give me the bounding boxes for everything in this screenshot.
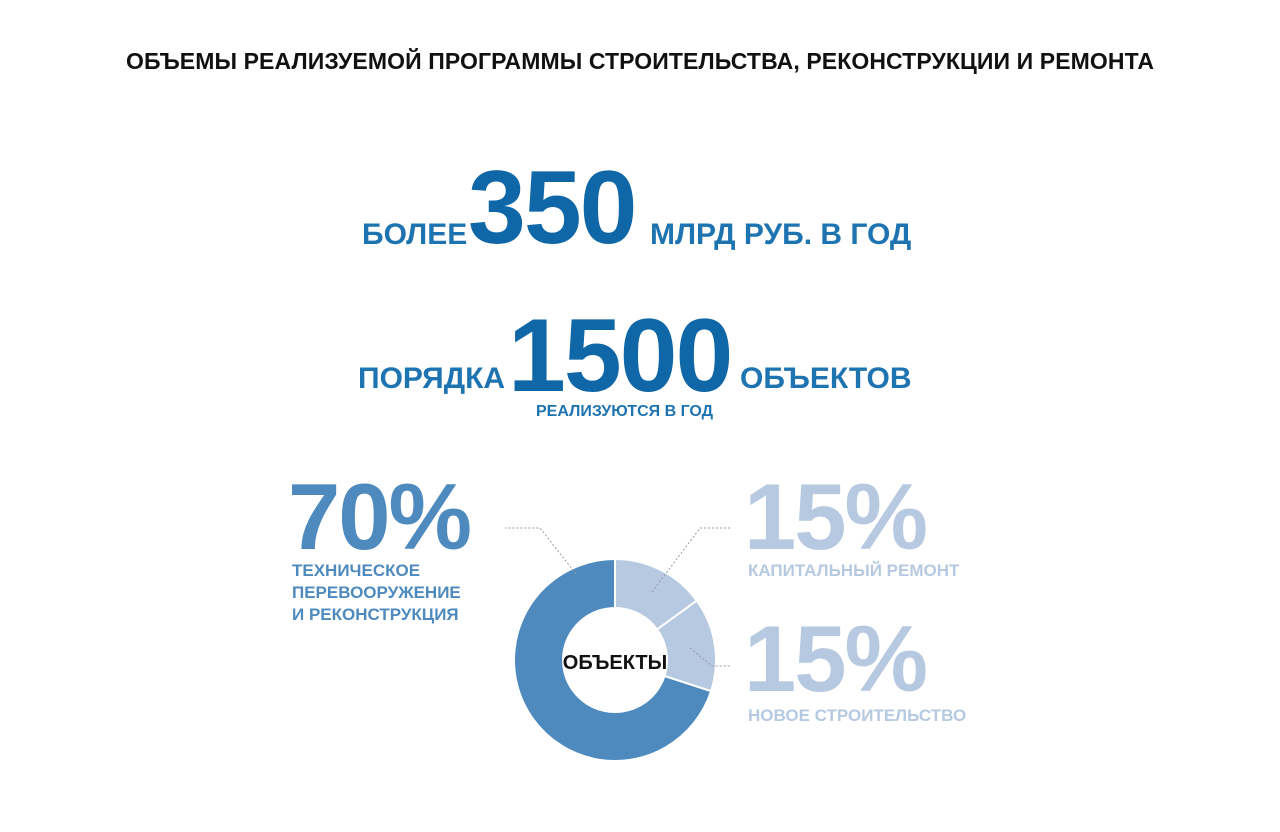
- donut-slice-tech-reconstruction: [513, 557, 713, 762]
- investment-value: 350: [468, 150, 638, 266]
- investment-suffix: МЛРД РУБ. В ГОД: [650, 218, 912, 251]
- repair-label: КАПИТАЛЬНЫЙ РЕМОНТ: [748, 561, 960, 580]
- tech-percent: 70%: [288, 464, 472, 569]
- objects-value: 1500: [508, 298, 733, 414]
- leader-line-capital-repair: [651, 527, 730, 593]
- objects-prefix: ПОРЯДКА: [358, 362, 506, 395]
- leader-line-new-construction: [689, 647, 730, 667]
- tech-label-line-1: ТЕХНИЧЕСКОЕ: [292, 561, 421, 580]
- page-title: ОБЪЕМЫ РЕАЛИЗУЕМОЙ ПРОГРАММЫ СТРОИТЕЛЬСТ…: [125, 48, 1155, 74]
- leader-line-tech-reconstruction: [505, 527, 577, 575]
- tech-label-line-2: ПЕРЕВООРУЖЕНИЕ: [292, 583, 461, 602]
- donut-center-label: ОБЪЕКТЫ: [562, 652, 668, 674]
- tech-label: ТЕХНИЧЕСКОЕ ПЕРЕВООРУЖЕНИЕ И РЕКОНСТРУКЦ…: [292, 560, 461, 626]
- new-construction-percent: 15%: [744, 606, 928, 711]
- objects-suffix: ОБЪЕКТОВ: [740, 362, 912, 395]
- tech-label-line-3: И РЕКОНСТРУКЦИЯ: [292, 605, 459, 624]
- investment-prefix: БОЛЕЕ: [362, 218, 468, 251]
- objects-subtitle: РЕАЛИЗУЮТСЯ В ГОД: [536, 403, 714, 420]
- repair-percent: 15%: [744, 464, 928, 569]
- new-construction-label: НОВОЕ СТРОИТЕЛЬСТВО: [748, 706, 967, 725]
